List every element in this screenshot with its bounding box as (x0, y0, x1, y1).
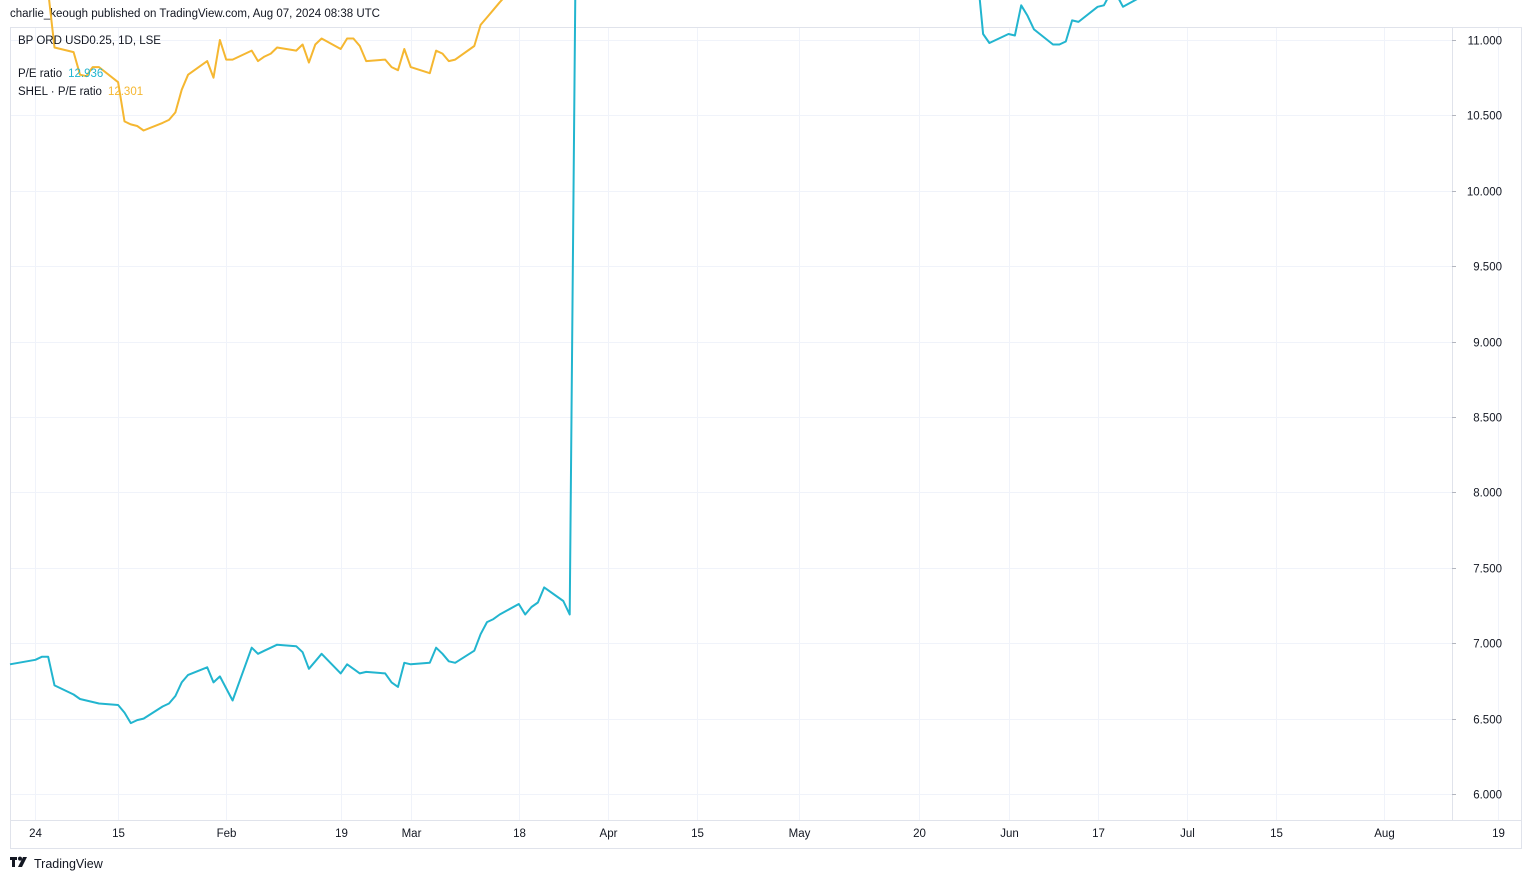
y-tick-label: 10.000 (1467, 187, 1502, 199)
x-tick-label: Aug (1374, 828, 1394, 840)
tradingview-logo-text: TradingView (34, 856, 103, 871)
y-tick-label: 8.000 (1473, 488, 1502, 500)
pe-ratio-line (9, 0, 1138, 725)
x-tick-label: 19 (1492, 828, 1505, 840)
x-tick-label: Apr (600, 828, 618, 840)
grid-lines (11, 28, 1521, 821)
legend-label: SHEL · P/E ratio (18, 86, 102, 98)
legend-value: 12.936 (68, 68, 104, 80)
x-tick-label: 19 (335, 828, 348, 840)
chart-area[interactable] (10, 27, 1522, 849)
y-tick-label: 9.500 (1473, 262, 1502, 274)
legend-item-pe-ratio[interactable]: P/E ratio 12.936 (18, 68, 103, 80)
x-tick-label: 15 (1270, 828, 1283, 840)
symbol-description[interactable]: BP ORD USD0.25, 1D, LSE (18, 35, 161, 47)
y-tick-label: 10.500 (1467, 111, 1502, 123)
y-tick-label: 7.000 (1473, 639, 1502, 651)
published-info: charlie_keough published on TradingView.… (10, 8, 380, 20)
x-tick-label: 15 (691, 828, 704, 840)
legend-label: P/E ratio (18, 68, 63, 80)
x-tick-label: Feb (217, 828, 237, 840)
tradingview-logo-icon (10, 856, 30, 871)
shel-pe-ratio-line (48, 0, 504, 132)
y-tick-label: 6.500 (1473, 715, 1502, 727)
price-axis[interactable]: 15.50015.00014.50014.00013.50013.00012.5… (1452, 0, 1502, 802)
x-tick-label: Jul (1180, 828, 1195, 840)
x-tick-label: Mar (402, 828, 422, 840)
x-tick-label: 17 (1092, 828, 1105, 840)
tradingview-logo[interactable]: TradingView (10, 856, 103, 871)
legend-value: 12.301 (107, 86, 144, 98)
x-tick-label: 15 (112, 828, 125, 840)
time-axis[interactable]: 24 15 Feb 19 Mar 18 Apr 15 May 20 Jun 17 Jul 15 Aug 19 (29, 828, 1505, 840)
series-lines (9, 0, 1138, 725)
y-tick-label: 6.000 (1473, 790, 1502, 802)
x-tick-label: 20 (913, 828, 926, 840)
y-tick-label: 8.500 (1473, 413, 1502, 425)
legend-item-shel-pe-ratio[interactable]: SHEL · P/E ratio 12.301 (18, 86, 143, 98)
x-tick-label: Jun (1000, 828, 1019, 840)
y-tick-label: 11.000 (1468, 36, 1502, 48)
y-tick-label: 9.000 (1473, 338, 1502, 350)
y-tick-label: 7.500 (1473, 564, 1502, 576)
x-tick-label: May (789, 828, 811, 840)
x-tick-label: 18 (513, 828, 526, 840)
x-tick-label: 24 (29, 828, 42, 840)
